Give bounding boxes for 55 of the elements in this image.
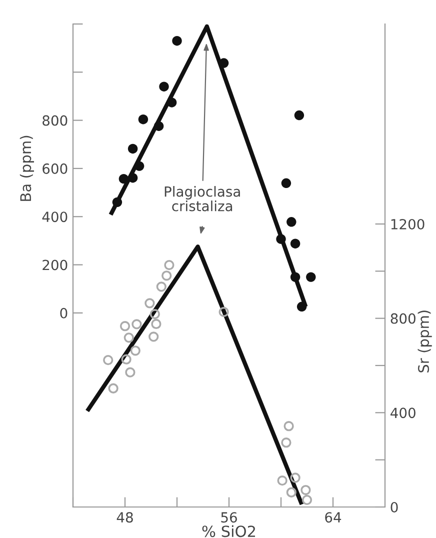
point [284, 421, 294, 432]
point [125, 367, 136, 378]
point [281, 438, 292, 448]
x-axis-title: % SiO2 [202, 525, 255, 538]
point [277, 476, 288, 486]
y-tick-label: 800 [390, 313, 416, 324]
point [154, 121, 164, 131]
point [286, 487, 296, 498]
point [162, 270, 172, 281]
y-tick-label: 400 [390, 408, 416, 418]
point [150, 309, 160, 320]
y2-tick-label: 200 [42, 260, 68, 270]
y2-tick-label: 600 [42, 163, 68, 174]
point [172, 36, 182, 46]
y2-tick-label: 0 [60, 308, 68, 318]
y-tick-label: 0 [390, 502, 398, 512]
point [290, 238, 300, 248]
y-tick-label: 1200 [391, 218, 424, 230]
x-tick-label: 56 [221, 512, 237, 523]
point [148, 332, 159, 342]
point [128, 172, 138, 183]
y2-tick-label: 800 [42, 115, 68, 126]
point [218, 306, 229, 318]
point [108, 383, 118, 394]
point [138, 114, 148, 124]
point [128, 144, 138, 154]
annotation: Plagioclasa cristaliza [164, 186, 240, 212]
point [151, 318, 162, 330]
point [281, 178, 292, 188]
point [286, 217, 296, 227]
point [302, 494, 312, 505]
point [290, 272, 300, 282]
point [164, 260, 174, 270]
point [296, 302, 307, 312]
point [300, 484, 311, 496]
x-tick-label: 48 [116, 512, 133, 523]
y2-axis-title: Ba (ppm) [20, 136, 34, 201]
point [159, 82, 169, 92]
point [103, 355, 114, 366]
point [121, 354, 132, 364]
point [290, 472, 300, 483]
y2-tick-label: 400 [42, 212, 68, 222]
point [294, 110, 304, 120]
x-tick-label: 64 [325, 512, 342, 523]
point [144, 298, 155, 308]
point [120, 321, 130, 332]
point [156, 282, 166, 292]
point [124, 332, 134, 343]
point [306, 272, 316, 282]
point [132, 319, 142, 330]
point [276, 234, 286, 244]
y-axis-title: Sr (ppm) [418, 310, 432, 372]
point [118, 174, 129, 184]
point [112, 197, 122, 208]
point [130, 346, 140, 356]
